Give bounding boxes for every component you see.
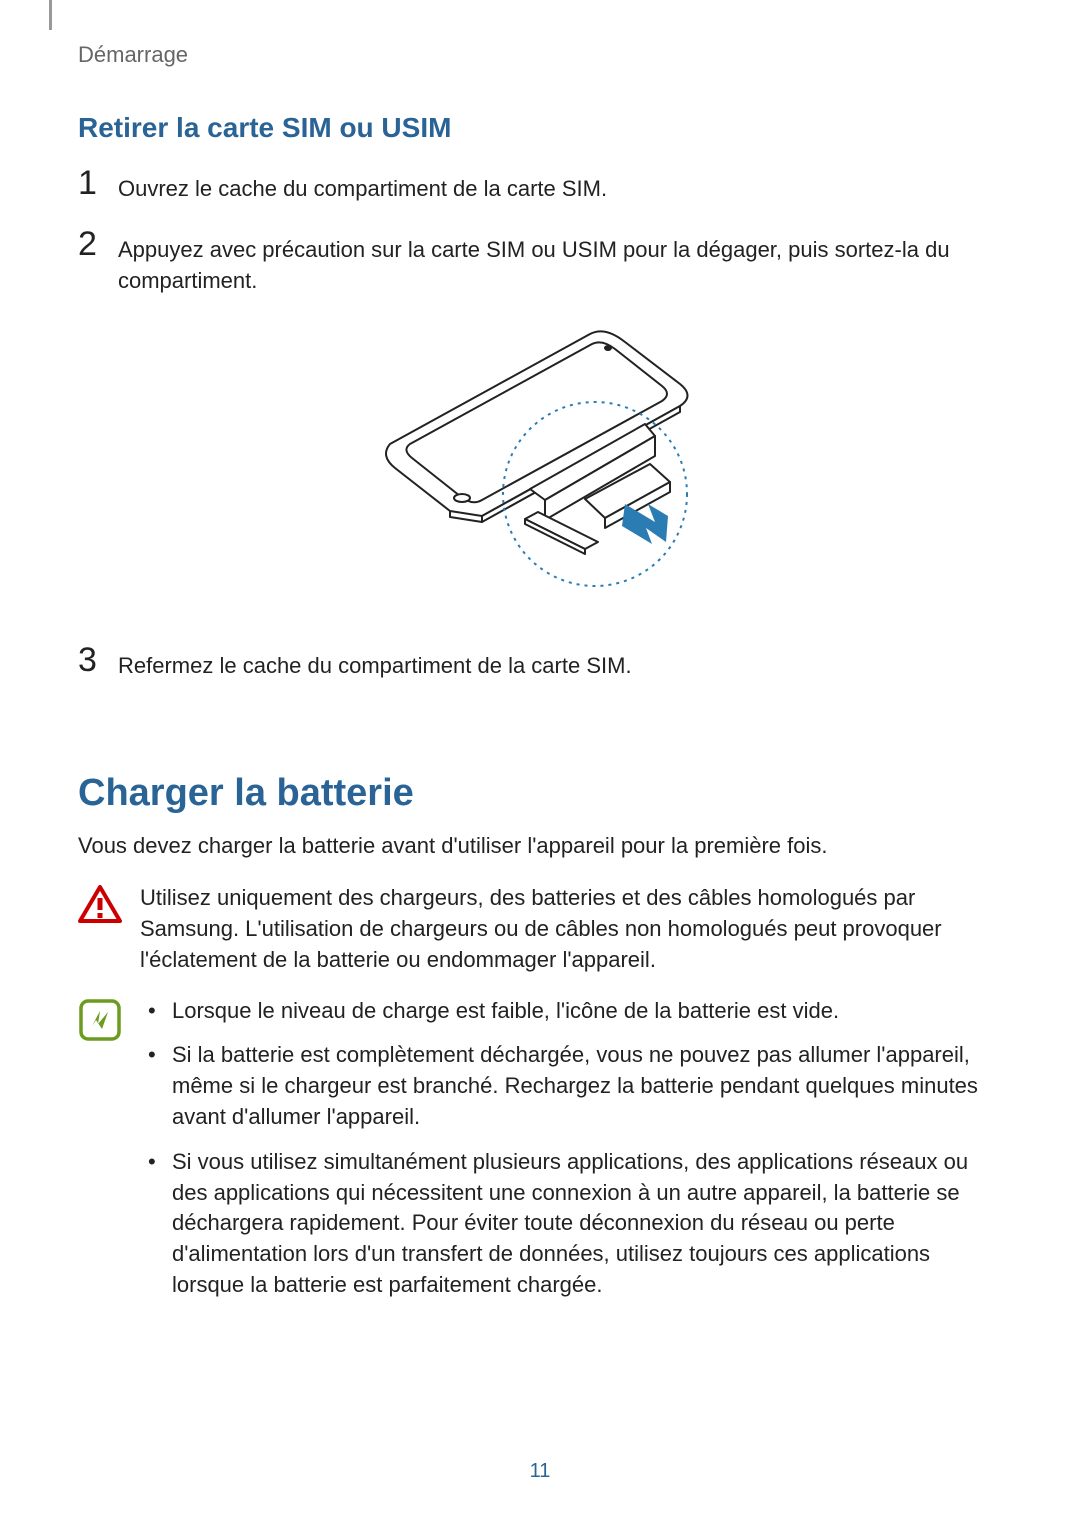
page-marker	[49, 0, 52, 30]
warning-callout: Utilisez uniquement des chargeurs, des b…	[78, 883, 1002, 975]
step-item: 3 Refermez le cache du compartiment de l…	[78, 649, 1002, 682]
note-icon	[78, 998, 132, 1047]
note-item: Lorsque le niveau de charge est faible, …	[148, 996, 1002, 1027]
steps-list-cont: 3 Refermez le cache du compartiment de l…	[78, 649, 1002, 682]
step-text: Ouvrez le cache du compartiment de la ca…	[118, 172, 607, 205]
content: Retirer la carte SIM ou USIM 1 Ouvrez le…	[78, 112, 1002, 1335]
step-text: Refermez le cache du compartiment de la …	[118, 649, 632, 682]
step-text: Appuyez avec précaution sur la carte SIM…	[118, 233, 1002, 297]
breadcrumb: Démarrage	[78, 42, 188, 68]
note-list: Lorsque le niveau de charge est faible, …	[140, 996, 1002, 1301]
note-item: Si la batterie est complètement déchargé…	[148, 1040, 1002, 1132]
steps-list: 1 Ouvrez le cache du compartiment de la …	[78, 172, 1002, 296]
section-heading-sim: Retirer la carte SIM ou USIM	[78, 112, 1002, 144]
tablet-sim-illustration-icon	[350, 324, 730, 614]
warning-icon	[78, 885, 132, 930]
step-number: 2	[78, 227, 118, 261]
note-item: Si vous utilisez simultanément plusieurs…	[148, 1147, 1002, 1301]
main-heading-battery: Charger la batterie	[78, 772, 1002, 815]
page-number: 11	[0, 1460, 1080, 1483]
warning-text: Utilisez uniquement des chargeurs, des b…	[132, 883, 1002, 975]
note-callout: Lorsque le niveau de charge est faible, …	[78, 996, 1002, 1315]
note-body: Lorsque le niveau de charge est faible, …	[132, 996, 1002, 1315]
sim-diagram	[78, 324, 1002, 619]
step-item: 1 Ouvrez le cache du compartiment de la …	[78, 172, 1002, 205]
step-item: 2 Appuyez avec précaution sur la carte S…	[78, 233, 1002, 297]
step-number: 1	[78, 166, 118, 200]
intro-text: Vous devez charger la batterie avant d'u…	[78, 833, 1002, 859]
step-number: 3	[78, 643, 118, 677]
